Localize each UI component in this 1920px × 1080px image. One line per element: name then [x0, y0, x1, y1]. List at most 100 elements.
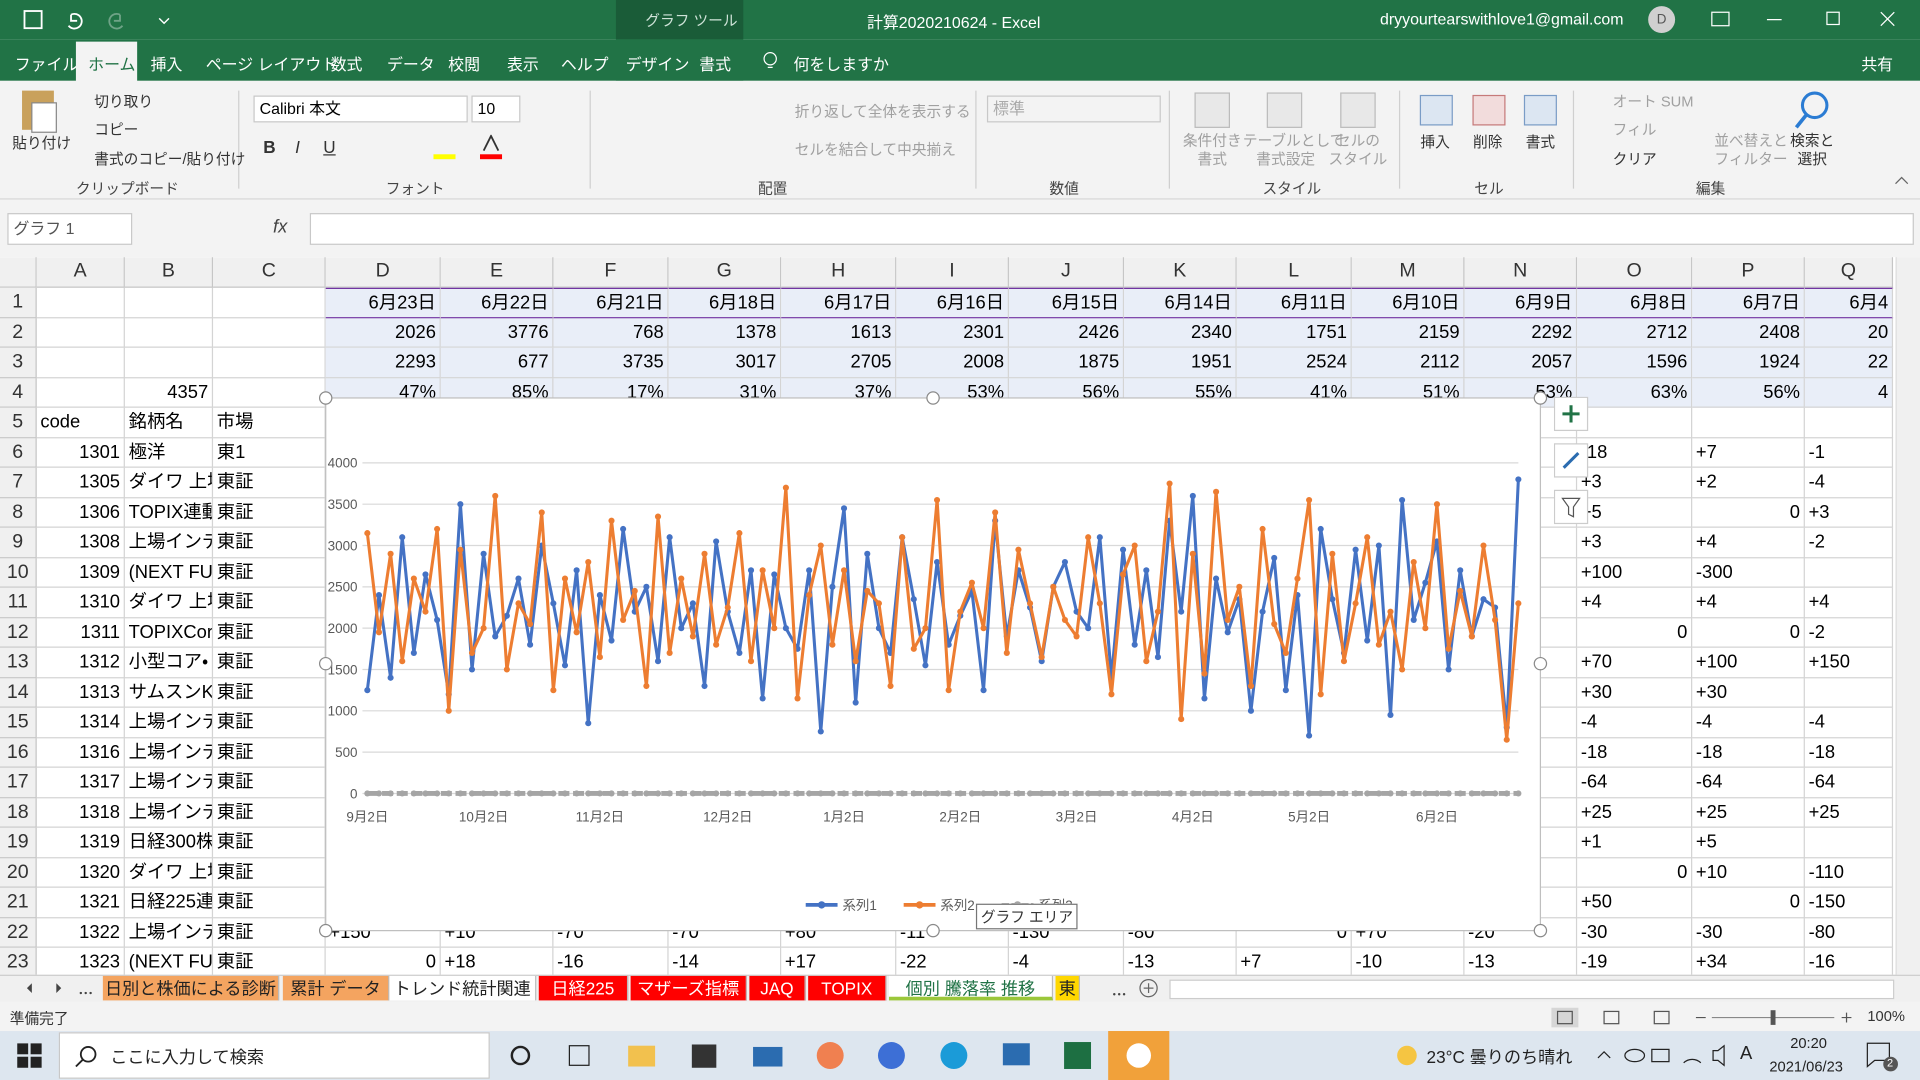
- cell[interactable]: TOPIXCor: [124, 617, 214, 648]
- row-header[interactable]: 16: [0, 737, 37, 768]
- cell[interactable]: 2426: [1008, 317, 1125, 348]
- cell[interactable]: 63%: [1577, 377, 1693, 408]
- column-header[interactable]: F: [553, 257, 669, 288]
- cell[interactable]: 東証: [213, 917, 326, 948]
- row-header[interactable]: 20: [0, 857, 37, 888]
- resize-handle[interactable]: [318, 923, 333, 938]
- column-header[interactable]: E: [440, 257, 554, 288]
- next-sheet[interactable]: [56, 983, 62, 994]
- cell[interactable]: -2: [1804, 617, 1894, 648]
- cell[interactable]: 0: [326, 947, 441, 975]
- cell[interactable]: 6月16日: [896, 287, 1009, 318]
- cell[interactable]: 677: [440, 347, 554, 378]
- cell[interactable]: 1320: [36, 857, 125, 888]
- empty-cell[interactable]: [36, 347, 125, 378]
- cell[interactable]: 2340: [1124, 317, 1237, 348]
- cell[interactable]: +17: [781, 947, 897, 975]
- cell-style-icon[interactable]: [1340, 92, 1376, 128]
- app[interactable]: [1002, 1043, 1030, 1066]
- cell[interactable]: 2524: [1236, 347, 1352, 378]
- prev-sheet[interactable]: [26, 983, 32, 994]
- cell[interactable]: 東証: [213, 827, 326, 858]
- ribbon-tab[interactable]: ページ レイアウト: [205, 55, 338, 74]
- cell[interactable]: 東証: [213, 467, 326, 498]
- cell[interactable]: 6月21日: [553, 287, 669, 318]
- column-header[interactable]: M: [1351, 257, 1465, 288]
- format-cells[interactable]: 書式: [1525, 133, 1556, 151]
- cell[interactable]: 6月22日: [440, 287, 554, 318]
- ribbon-tab[interactable]: 校閲: [448, 55, 481, 74]
- sheet-tab[interactable]: 日経225: [538, 975, 629, 1001]
- ribbon-tab[interactable]: ホーム: [88, 55, 136, 74]
- row-header[interactable]: 15: [0, 707, 37, 738]
- cell[interactable]: 東証: [213, 647, 326, 678]
- cell[interactable]: TOPIX連動: [124, 497, 214, 528]
- row-header[interactable]: 6: [0, 437, 37, 468]
- empty-cell[interactable]: [36, 287, 125, 318]
- cell[interactable]: +3: [1577, 467, 1693, 498]
- cell[interactable]: 6月18日: [668, 287, 782, 318]
- cell[interactable]: +4: [1804, 587, 1894, 618]
- cell[interactable]: 東証: [213, 527, 326, 558]
- row-header[interactable]: 12: [0, 617, 37, 648]
- cell[interactable]: 小型コア・: [124, 647, 214, 678]
- table-format-label[interactable]: テーブルとして 書式設定: [1243, 132, 1345, 169]
- delete-cells[interactable]: 削除: [1473, 133, 1503, 151]
- cell[interactable]: -64: [1804, 767, 1894, 798]
- cell[interactable]: 1596: [1577, 347, 1693, 378]
- cortana[interactable]: [510, 1045, 531, 1066]
- app[interactable]: [816, 1042, 844, 1069]
- cell[interactable]: 1313: [36, 677, 125, 708]
- cell[interactable]: 東証: [213, 587, 326, 618]
- cell[interactable]: 上場インデ: [124, 797, 214, 828]
- ribbon-tab[interactable]: 数式: [330, 55, 363, 74]
- cell[interactable]: 東証: [213, 677, 326, 708]
- normal-view[interactable]: [1551, 1007, 1579, 1028]
- cell[interactable]: -110: [1804, 857, 1894, 888]
- cell[interactable]: 1378: [668, 317, 782, 348]
- cell[interactable]: ダイワ 上場: [124, 467, 214, 498]
- cell[interactable]: 0: [1236, 917, 1352, 948]
- share-button[interactable]: 共有: [1861, 55, 1894, 74]
- cell[interactable]: 東証: [213, 797, 326, 828]
- cell[interactable]: 東証: [213, 557, 326, 588]
- cell[interactable]: 東証: [213, 767, 326, 798]
- cell[interactable]: -80: [1804, 917, 1894, 948]
- search-box[interactable]: [58, 1032, 490, 1079]
- bold-button[interactable]: B: [263, 137, 276, 157]
- sort-filter-label[interactable]: 並べ替えと フィルター: [1714, 132, 1787, 169]
- delete-icon[interactable]: [1472, 94, 1506, 126]
- row-header[interactable]: 3: [0, 347, 37, 378]
- row-header[interactable]: 10: [0, 557, 37, 588]
- row-header[interactable]: 7: [0, 467, 37, 498]
- cell[interactable]: 2301: [896, 317, 1009, 348]
- cell[interactable]: +5: [1692, 827, 1805, 858]
- cell[interactable]: 6月7日: [1692, 287, 1805, 318]
- cell[interactable]: ダイワ 上場: [124, 587, 214, 618]
- mail[interactable]: [753, 1046, 783, 1067]
- cell[interactable]: +4: [1577, 587, 1693, 618]
- cell[interactable]: 日経225連: [124, 887, 214, 918]
- cell[interactable]: 0: [1692, 617, 1805, 648]
- resize-handle[interactable]: [1533, 656, 1548, 671]
- font-name-box[interactable]: Calibri 本文: [253, 95, 468, 123]
- cell[interactable]: 1301: [36, 437, 125, 468]
- row-header[interactable]: 5: [0, 407, 37, 438]
- resize-handle[interactable]: [1533, 391, 1548, 405]
- cell[interactable]: 市場: [213, 407, 326, 438]
- find-icon[interactable]: [1800, 91, 1829, 120]
- cell[interactable]: +100: [1692, 647, 1805, 678]
- row-header[interactable]: 22: [0, 917, 37, 948]
- cell[interactable]: 4357: [124, 377, 214, 408]
- insert-cells[interactable]: 挿入: [1420, 133, 1450, 151]
- cell[interactable]: 1323: [37, 947, 125, 975]
- start-button[interactable]: [17, 1043, 44, 1070]
- cell[interactable]: 2712: [1577, 317, 1693, 348]
- cell[interactable]: -4: [1009, 947, 1125, 975]
- save-icon[interactable]: [23, 10, 43, 30]
- cell[interactable]: 1924: [1692, 347, 1805, 378]
- cell[interactable]: -18: [1692, 737, 1805, 768]
- column-header[interactable]: C: [213, 257, 326, 288]
- cell[interactable]: 上場インデ: [124, 707, 214, 738]
- format-painter-button[interactable]: 書式のコピー/貼り付け: [94, 150, 246, 168]
